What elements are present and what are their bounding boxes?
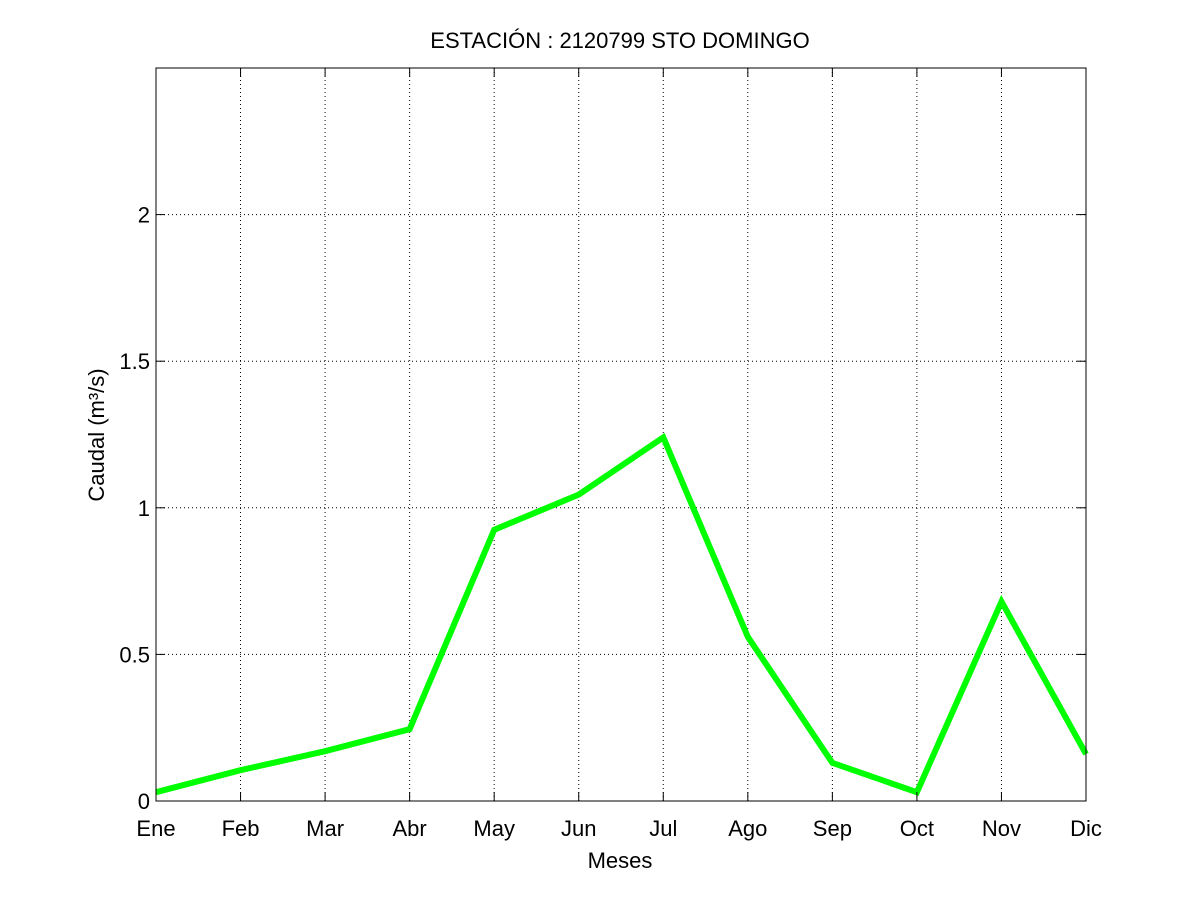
x-tick-label: Jun [561, 816, 596, 841]
x-tick-labels: Ene Feb Mar Abr May Jun Jul Ago Sep Oct Nov Dic [136, 816, 1101, 841]
y-tick-label: 1.5 [119, 349, 150, 374]
x-tick-label: Dic [1070, 816, 1102, 841]
x-tick-label: Sep [813, 816, 852, 841]
x-tick-label: Oct [900, 816, 934, 841]
x-tick-label: Feb [222, 816, 260, 841]
x-tick-label: May [473, 816, 515, 841]
plot-frame [155, 67, 1087, 802]
y-tick-labels: 0 0.5 1 1.5 2 [119, 203, 150, 814]
x-axis-label: Meses [588, 848, 653, 873]
x-tick-label: Jul [649, 816, 677, 841]
series-layer [155, 432, 1089, 796]
x-tick-label: Ene [136, 816, 175, 841]
y-tick-label: 2 [138, 203, 150, 228]
x-tick-label: Mar [306, 816, 344, 841]
chart-title: ESTACIÓN : 2120799 STO DOMINGO [430, 28, 809, 53]
grid [156, 68, 1086, 801]
y-tick-label: 0.5 [119, 642, 150, 667]
ticks [155, 68, 1087, 802]
x-tick-label: Abr [393, 816, 427, 841]
x-tick-label: Ago [728, 816, 767, 841]
x-tick-label: Nov [982, 816, 1021, 841]
series-line [155, 432, 1089, 796]
y-tick-label: 0 [138, 789, 150, 814]
y-tick-label: 1 [138, 496, 150, 521]
y-axis-label: Caudal (m³/s) [84, 368, 109, 501]
